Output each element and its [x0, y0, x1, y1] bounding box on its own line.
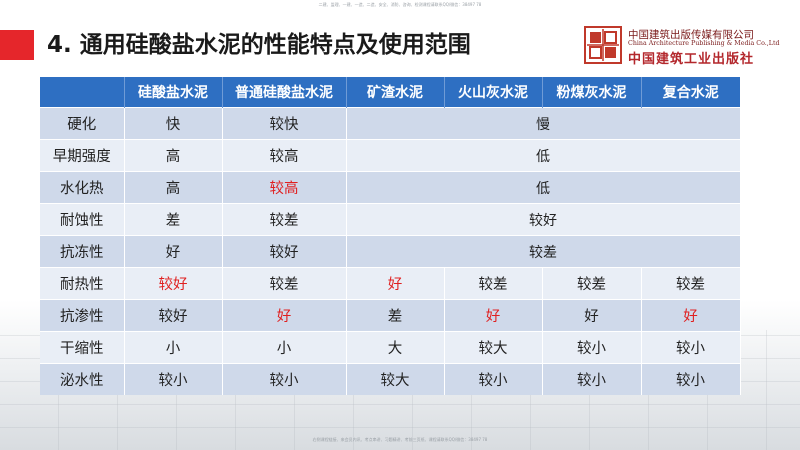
- table-cell: 高: [124, 139, 223, 172]
- table-cell: 较大: [444, 331, 543, 364]
- page-title: 4. 通用硅酸盐水泥的性能特点及使用范围: [47, 32, 471, 58]
- row-label: 水化热: [40, 171, 125, 204]
- header-portland-cement: 硅酸盐水泥: [124, 77, 223, 108]
- table-cell: 大: [346, 331, 445, 364]
- merged-cell: 慢: [346, 107, 741, 140]
- merged-cell: 低: [346, 171, 741, 204]
- table-cell: 较差: [641, 267, 741, 300]
- table-cell: 较高: [222, 139, 347, 172]
- table-cell: 较小: [124, 363, 223, 395]
- table-cell: 较差: [444, 267, 543, 300]
- publisher-emblem-icon: [584, 26, 622, 64]
- table-cell: 好: [124, 235, 223, 268]
- table-cell: 较小: [641, 331, 741, 364]
- row-label: 耐蚀性: [40, 203, 125, 236]
- header-slag-cement: 矿渣水泥: [346, 77, 445, 108]
- table-cell-highlighted: 好: [444, 299, 543, 332]
- footer-note: 右侧课程链接、来会员内讯、考点串讲、习题精讲、考前三页纸、课程请联系QQ/微信：…: [312, 437, 488, 442]
- table-cell: 小: [124, 331, 223, 364]
- table-cell-highlighted: 好: [641, 299, 741, 332]
- row-label: 抗渗性: [40, 299, 125, 332]
- row-label: 早期强度: [40, 139, 125, 172]
- table-cell: 较差: [542, 267, 642, 300]
- table-cell: 快: [124, 107, 223, 140]
- table-row: 硬化 快 较快 慢: [40, 107, 741, 140]
- table-cell: 较好: [222, 235, 347, 268]
- header-note: 二建、监理、一建、一造、二造、安全、消防、咨询、检测课程请联系QQ/微信：384…: [318, 2, 482, 7]
- logo-calligraphy: 中国建筑工业出版社: [628, 52, 755, 67]
- table-cell: 较小: [542, 363, 642, 395]
- table-cell: 小: [222, 331, 347, 364]
- logo-english-name: China Architecture Publishing & Media Co…: [628, 40, 780, 47]
- table-cell-highlighted: 较好: [124, 267, 223, 300]
- table-cell: 较小: [444, 363, 543, 395]
- table-cell: 较差: [222, 267, 347, 300]
- row-label: 硬化: [40, 107, 125, 140]
- table-row: 泌水性 较小 较小 较大 较小 较小 较小: [40, 363, 741, 395]
- table-cell: 差: [124, 203, 223, 236]
- table-cell: 较好: [124, 299, 223, 332]
- table-cell: 较差: [222, 203, 347, 236]
- table-row: 干缩性 小 小 大 较大 较小 较小: [40, 331, 741, 364]
- table-row: 抗渗性 较好 好 差 好 好 好: [40, 299, 741, 332]
- table-row: 耐热性 较好 较差 好 较差 较差 较差: [40, 267, 741, 300]
- table-cell: 差: [346, 299, 445, 332]
- row-label: 抗冻性: [40, 235, 125, 268]
- header-ordinary-portland-cement: 普通硅酸盐水泥: [222, 77, 347, 108]
- table-row: 水化热 高 较高 低: [40, 171, 741, 204]
- table-cell: 高: [124, 171, 223, 204]
- table-cell: 较快: [222, 107, 347, 140]
- table-cell: 好: [542, 299, 642, 332]
- table-cell: 较小: [542, 331, 642, 364]
- table-row: 早期强度 高 较高 低: [40, 139, 741, 172]
- title-accent-bar: [0, 30, 34, 60]
- header-composite-cement: 复合水泥: [641, 77, 740, 108]
- table-row: 耐蚀性 差 较差 较好: [40, 203, 741, 236]
- row-label: 泌水性: [40, 363, 125, 395]
- header-pozzolana-cement: 火山灰水泥: [444, 77, 543, 108]
- merged-cell: 低: [346, 139, 741, 172]
- merged-cell: 较差: [346, 235, 741, 268]
- table-cell-highlighted: 好: [346, 267, 445, 300]
- table-cell-highlighted: 较高: [222, 171, 347, 204]
- table-cell: 较小: [222, 363, 347, 395]
- logo-chinese-name: 中国建筑出版传媒有限公司: [628, 29, 754, 41]
- merged-cell: 较好: [346, 203, 741, 236]
- table-cell: 较小: [641, 363, 741, 395]
- table-row: 抗冻性 好 较好 较差: [40, 235, 741, 268]
- publisher-logo: 中国建筑出版传媒有限公司 China Architecture Publishi…: [584, 26, 794, 68]
- table-header-row: 硅酸盐水泥 普通硅酸盐水泥 矿渣水泥 火山灰水泥 粉煤灰水泥 复合水泥: [40, 77, 740, 108]
- table-cell-highlighted: 好: [222, 299, 347, 332]
- row-label: 耐热性: [40, 267, 125, 300]
- cement-properties-table: 硅酸盐水泥 普通硅酸盐水泥 矿渣水泥 火山灰水泥 粉煤灰水泥 复合水泥 硬化 快…: [40, 77, 741, 395]
- header-fly-ash-cement: 粉煤灰水泥: [542, 77, 642, 108]
- row-label: 干缩性: [40, 331, 125, 364]
- table-cell: 较大: [346, 363, 445, 395]
- header-empty: [40, 77, 125, 108]
